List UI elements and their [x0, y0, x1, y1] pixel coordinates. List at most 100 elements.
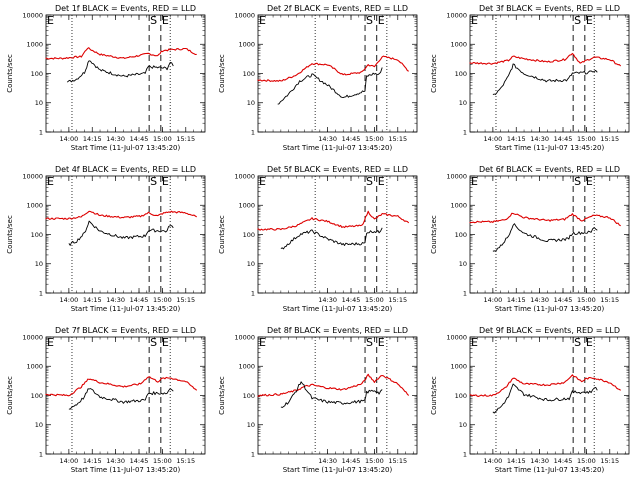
marker-label-e: E	[378, 175, 385, 188]
x-tick-label: 14:45	[554, 457, 573, 465]
events-series-line	[68, 220, 174, 246]
x-tick-label: 15:00	[577, 457, 596, 465]
y-tick-label: 1000	[26, 202, 43, 210]
x-tick-label: 14:00	[59, 135, 78, 143]
x-tick-label: 14:30	[106, 296, 125, 304]
y-axis-ticks: 1 10 100 1000 10000	[234, 333, 417, 458]
panel-det-4: Det 4f BLACK = Events, RED = LLD 1 10 100 10…	[6, 165, 206, 313]
y-tick-label: 1	[251, 450, 255, 458]
x-axis-ticks: 14:00 14:15 14:30 14:45 15:00 15:15	[477, 176, 626, 304]
y-tick-label: 1000	[26, 363, 43, 371]
plot-frame	[257, 336, 418, 455]
marker-label-e: E	[471, 336, 478, 349]
x-axis-ticks: 14:00 14:15 14:30 14:45 15:00 15:15	[53, 337, 202, 465]
panel-det-3: Det 3f BLACK = Events, RED = LLD 1 10 100 10…	[430, 4, 630, 152]
panel-title: Det 8f BLACK = Events, RED = LLD	[267, 326, 408, 335]
events-series-line	[277, 67, 383, 105]
x-tick-label: 15:15	[600, 135, 619, 143]
marker-label-e: E	[586, 14, 593, 27]
y-tick-label: 10000	[234, 11, 255, 19]
x-tick-label: 14:30	[318, 457, 337, 465]
y-tick-label: 1000	[238, 202, 255, 210]
x-axis-ticks: 14:30 14:45 15:00 15:15	[265, 15, 414, 143]
plot-frame	[469, 14, 630, 133]
y-axis-label: Counts/sec	[6, 376, 14, 415]
y-axis-ticks: 1 10 100 1000 10000	[446, 172, 629, 297]
y-tick-label: 1000	[26, 41, 43, 49]
events-series-line	[492, 223, 598, 252]
plot-frame	[45, 175, 206, 294]
x-tick-label: 14:00	[483, 135, 502, 143]
y-tick-label: 10	[247, 99, 255, 107]
lld-series-line	[469, 52, 622, 67]
y-tick-label: 10000	[446, 172, 467, 180]
y-tick-label: 10000	[446, 11, 467, 19]
y-tick-label: 10	[247, 260, 255, 268]
x-axis-label: Start Time (11-Jul-07 13:45:20)	[283, 305, 393, 313]
x-tick-label: 14:30	[530, 135, 549, 143]
x-tick-label: 15:00	[577, 135, 596, 143]
y-tick-label: 1	[39, 289, 43, 297]
events-series-line	[492, 63, 598, 96]
x-axis-label: Start Time (11-Jul-07 13:45:20)	[71, 144, 181, 152]
y-tick-label: 100	[243, 231, 255, 239]
panel-det-6: Det 6f BLACK = Events, RED = LLD 1 10 100 10…	[430, 165, 630, 313]
x-axis-ticks: 14:00 14:15 14:30 14:45 15:00 15:15	[53, 176, 202, 304]
y-tick-label: 1000	[238, 41, 255, 49]
x-tick-label: 15:00	[153, 457, 172, 465]
y-axis-label: Counts/sec	[218, 54, 226, 93]
y-tick-label: 1000	[238, 363, 255, 371]
y-tick-label: 10	[35, 421, 43, 429]
x-tick-label: 15:15	[176, 457, 195, 465]
x-axis-ticks: 14:00 14:15 14:30 14:45 15:00 15:15	[477, 337, 626, 465]
x-axis-label: Start Time (11-Jul-07 13:45:20)	[283, 466, 393, 474]
x-tick-label: 15:00	[365, 296, 384, 304]
x-axis-label: Start Time (11-Jul-07 13:45:20)	[495, 144, 605, 152]
y-tick-label: 100	[31, 70, 43, 78]
panel-title: Det 7f BLACK = Events, RED = LLD	[55, 326, 196, 335]
y-tick-label: 10	[35, 260, 43, 268]
y-tick-label: 100	[455, 231, 467, 239]
x-tick-label: 14:15	[507, 296, 526, 304]
y-tick-label: 1000	[450, 202, 467, 210]
marker-label-e: E	[47, 175, 54, 188]
y-axis-label: Counts/sec	[430, 54, 438, 93]
lld-series-line	[45, 210, 197, 220]
y-axis-ticks: 1 10 100 1000 10000	[22, 11, 205, 136]
x-tick-label: 14:45	[342, 296, 361, 304]
marker-label-s: S	[366, 175, 373, 188]
x-tick-label: 14:45	[554, 135, 573, 143]
lld-series-line	[45, 376, 198, 397]
marker-label-e: E	[162, 14, 169, 27]
y-axis-label: Counts/sec	[430, 215, 438, 254]
x-axis-label: Start Time (11-Jul-07 13:45:20)	[495, 466, 605, 474]
y-axis-ticks: 1 10 100 1000 10000	[22, 172, 205, 297]
events-series-line	[280, 381, 383, 408]
x-tick-label: 14:30	[530, 296, 549, 304]
x-tick-label: 15:15	[388, 457, 407, 465]
x-tick-label: 15:15	[388, 135, 407, 143]
y-axis-ticks: 1 10 100 1000 10000	[446, 11, 629, 136]
panel-title: Det 6f BLACK = Events, RED = LLD	[479, 165, 620, 174]
x-axis-ticks: 14:30 14:45 15:00 15:15	[265, 176, 414, 304]
y-tick-label: 10000	[234, 333, 255, 341]
y-tick-label: 1	[39, 128, 43, 136]
y-tick-label: 100	[455, 392, 467, 400]
events-series-line	[492, 383, 598, 414]
marker-label-e: E	[471, 14, 478, 27]
y-tick-label: 10	[459, 99, 467, 107]
y-tick-label: 1	[251, 289, 255, 297]
x-tick-label: 15:00	[365, 135, 384, 143]
events-series-line	[68, 388, 174, 410]
x-tick-label: 15:15	[600, 457, 619, 465]
marker-label-e: E	[259, 14, 266, 27]
marker-label-e: E	[162, 336, 169, 349]
x-tick-label: 14:45	[342, 457, 361, 465]
x-tick-label: 14:30	[530, 457, 549, 465]
y-tick-label: 100	[455, 70, 467, 78]
